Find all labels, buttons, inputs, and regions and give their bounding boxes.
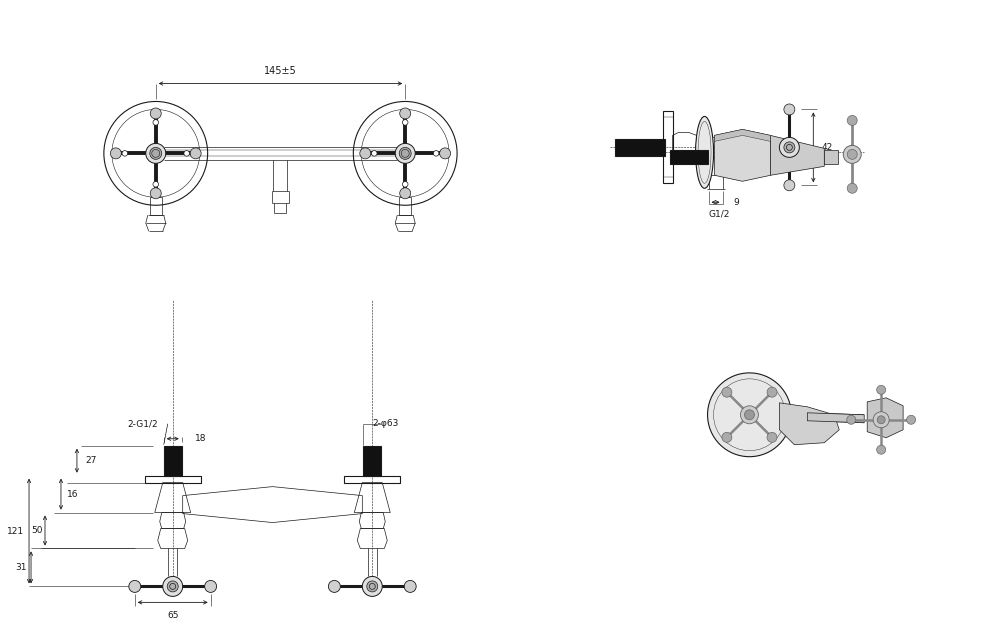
Circle shape xyxy=(843,145,861,163)
Circle shape xyxy=(104,102,208,205)
Circle shape xyxy=(722,387,732,398)
Polygon shape xyxy=(715,130,770,182)
Circle shape xyxy=(399,147,411,159)
Circle shape xyxy=(153,182,159,187)
Circle shape xyxy=(847,149,857,159)
Bar xyxy=(754,142,766,153)
Polygon shape xyxy=(770,135,824,175)
Circle shape xyxy=(190,148,201,159)
Circle shape xyxy=(847,415,856,424)
Text: G1/2: G1/2 xyxy=(709,210,730,218)
Text: 50: 50 xyxy=(31,526,43,535)
Text: 121: 121 xyxy=(7,526,24,535)
Circle shape xyxy=(784,142,795,153)
Circle shape xyxy=(371,150,377,156)
Bar xyxy=(344,476,400,483)
Circle shape xyxy=(873,411,889,428)
Text: 42: 42 xyxy=(822,143,833,152)
Text: 16: 16 xyxy=(67,490,79,498)
Circle shape xyxy=(167,581,178,592)
Circle shape xyxy=(328,580,340,592)
Text: 65: 65 xyxy=(167,611,178,620)
Circle shape xyxy=(400,188,411,199)
Circle shape xyxy=(907,415,916,424)
Bar xyxy=(663,112,673,184)
Circle shape xyxy=(877,416,885,424)
Circle shape xyxy=(110,148,121,159)
Circle shape xyxy=(722,432,732,443)
Circle shape xyxy=(402,119,408,125)
Circle shape xyxy=(153,119,159,125)
Circle shape xyxy=(353,102,457,205)
Polygon shape xyxy=(779,403,839,444)
Circle shape xyxy=(184,150,189,156)
Polygon shape xyxy=(715,130,770,142)
Bar xyxy=(164,446,182,476)
Circle shape xyxy=(360,148,371,159)
Bar xyxy=(363,446,381,476)
Bar xyxy=(145,476,201,483)
Text: 31: 31 xyxy=(15,563,27,572)
Circle shape xyxy=(362,577,382,596)
Circle shape xyxy=(205,580,217,592)
Polygon shape xyxy=(807,413,864,423)
Text: 9: 9 xyxy=(734,197,739,207)
Circle shape xyxy=(163,577,183,596)
Circle shape xyxy=(400,108,411,119)
Circle shape xyxy=(402,182,408,187)
Circle shape xyxy=(367,581,378,592)
Circle shape xyxy=(744,410,754,420)
Circle shape xyxy=(150,108,161,119)
Circle shape xyxy=(784,180,795,190)
Circle shape xyxy=(146,144,166,163)
Circle shape xyxy=(129,580,141,592)
Circle shape xyxy=(433,150,439,156)
Circle shape xyxy=(150,147,162,159)
Bar xyxy=(670,150,708,164)
Circle shape xyxy=(877,445,886,454)
Circle shape xyxy=(440,148,451,159)
Circle shape xyxy=(779,137,799,157)
Circle shape xyxy=(740,406,758,424)
Text: 2-φ63: 2-φ63 xyxy=(372,419,399,428)
Circle shape xyxy=(784,104,795,115)
Bar xyxy=(824,150,838,164)
Circle shape xyxy=(767,432,777,443)
Circle shape xyxy=(395,144,415,163)
Circle shape xyxy=(708,373,791,457)
Text: 27: 27 xyxy=(85,456,97,465)
Circle shape xyxy=(847,184,857,193)
Circle shape xyxy=(122,150,128,156)
Text: 2-G1/2: 2-G1/2 xyxy=(127,419,158,428)
Circle shape xyxy=(877,385,886,394)
Polygon shape xyxy=(867,398,903,438)
Circle shape xyxy=(150,188,161,199)
Bar xyxy=(615,139,665,156)
Circle shape xyxy=(847,116,857,126)
Text: 18: 18 xyxy=(195,434,206,443)
Circle shape xyxy=(767,387,777,398)
Text: 145±5: 145±5 xyxy=(264,65,297,76)
Circle shape xyxy=(404,580,416,592)
Ellipse shape xyxy=(696,116,714,189)
